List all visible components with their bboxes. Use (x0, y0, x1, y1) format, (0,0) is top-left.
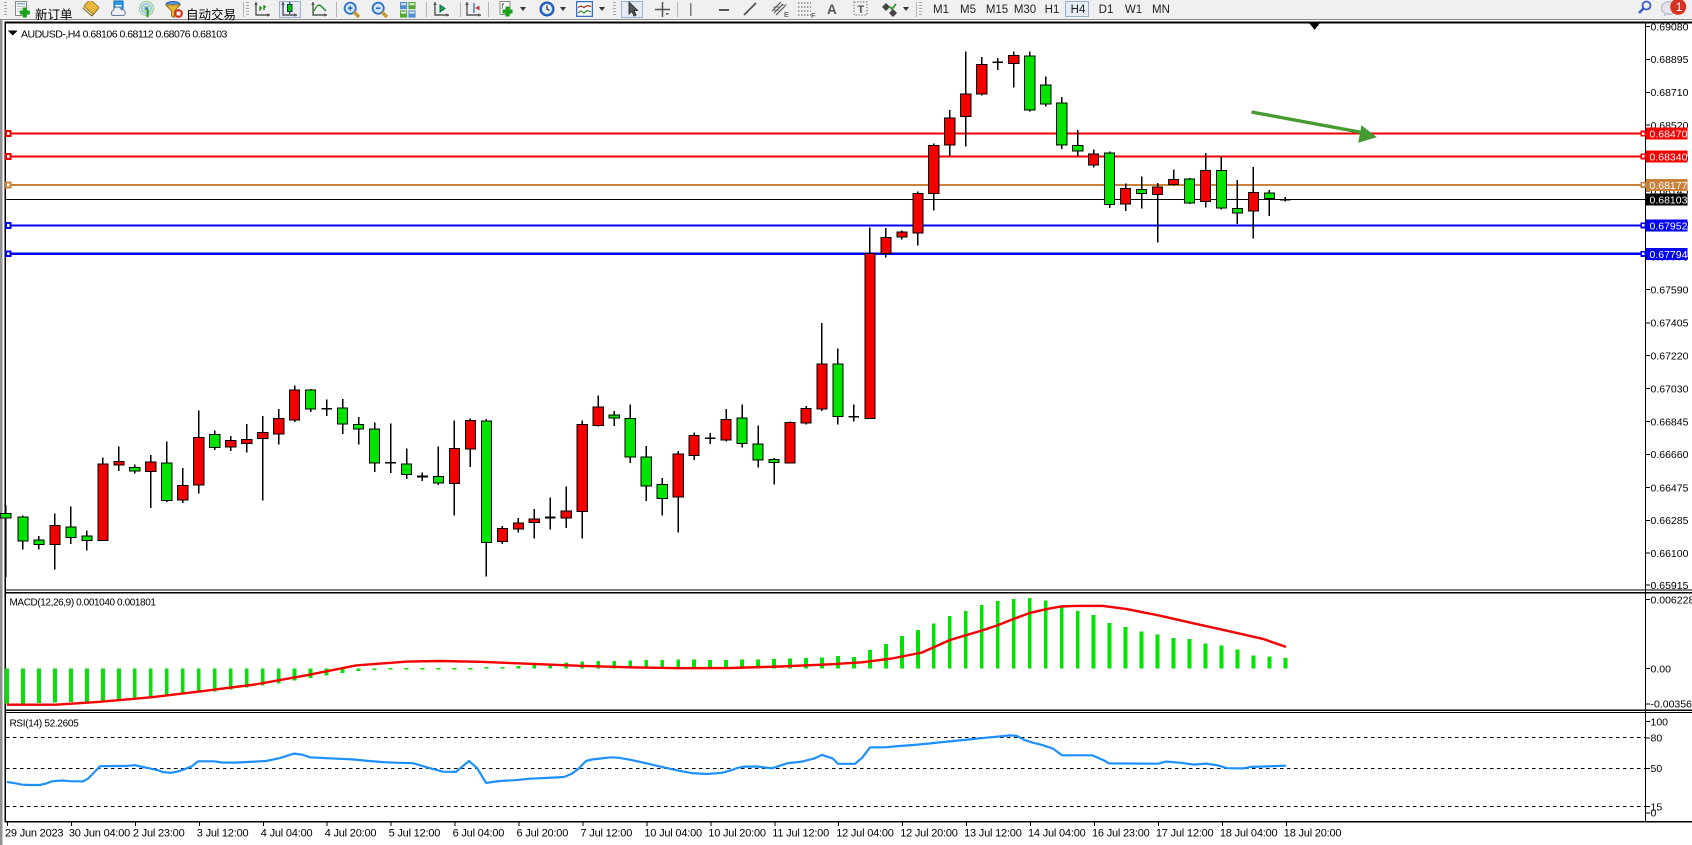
svg-text:0.68470: 0.68470 (1650, 129, 1688, 141)
svg-text:MACD(12,26,9) 0.001040 0.00180: MACD(12,26,9) 0.001040 0.001801 (10, 598, 157, 609)
svg-text:0.68710: 0.68710 (1651, 87, 1689, 99)
svg-text:0.65915: 0.65915 (1651, 580, 1689, 592)
svg-text:6 Jul 04:00: 6 Jul 04:00 (453, 827, 505, 839)
svg-text:2 Jul 23:00: 2 Jul 23:00 (133, 827, 185, 839)
svg-text:0.68177: 0.68177 (1650, 180, 1688, 192)
svg-text:10 Jul 20:00: 10 Jul 20:00 (708, 827, 766, 839)
svg-text:18 Jul 04:00: 18 Jul 04:00 (1220, 827, 1278, 839)
svg-text:AUDUSD-,H4 0.68106 0.68112 0.: AUDUSD-,H4 0.68106 0.68112 0.68076 0.681… (21, 29, 228, 41)
svg-text:15: 15 (1651, 801, 1663, 813)
svg-text:5 Jul 12:00: 5 Jul 12:00 (389, 827, 441, 839)
svg-text:13 Jul 12:00: 13 Jul 12:00 (964, 827, 1022, 839)
svg-text:18 Jul 20:00: 18 Jul 20:00 (1284, 827, 1342, 839)
svg-text:10 Jul 04:00: 10 Jul 04:00 (644, 827, 702, 839)
svg-text:0.68340: 0.68340 (1650, 151, 1688, 163)
svg-text:0.67405: 0.67405 (1651, 318, 1689, 330)
svg-text:0.67794: 0.67794 (1650, 249, 1688, 261)
svg-text:17 Jul 12:00: 17 Jul 12:00 (1156, 827, 1214, 839)
svg-text:12 Jul 04:00: 12 Jul 04:00 (836, 827, 894, 839)
svg-text:1: 1 (1676, 0, 1683, 14)
svg-text:4 Jul 04:00: 4 Jul 04:00 (261, 827, 313, 839)
svg-text:-0.003564: -0.003564 (1651, 699, 1692, 711)
svg-text:0.68103: 0.68103 (1650, 194, 1688, 206)
svg-text:0.66285: 0.66285 (1651, 515, 1689, 527)
svg-text:RSI(14) 52.2605: RSI(14) 52.2605 (10, 719, 80, 730)
svg-text:6 Jul 20:00: 6 Jul 20:00 (517, 827, 569, 839)
svg-text:0.66475: 0.66475 (1651, 482, 1689, 494)
svg-text:0.006228: 0.006228 (1651, 595, 1692, 607)
svg-text:0.67220: 0.67220 (1651, 350, 1689, 362)
svg-text:T: T (858, 4, 865, 16)
svg-text:12 Jul 20:00: 12 Jul 20:00 (900, 827, 958, 839)
svg-text:F: F (811, 11, 816, 18)
svg-text:0.00: 0.00 (1651, 663, 1672, 675)
svg-text:50: 50 (1651, 763, 1663, 775)
svg-text:80: 80 (1651, 733, 1663, 745)
svg-text:29 Jun 2023: 29 Jun 2023 (5, 827, 63, 839)
svg-text:0.69080: 0.69080 (1651, 21, 1689, 33)
svg-text:0.67590: 0.67590 (1651, 285, 1689, 297)
svg-text:16 Jul 23:00: 16 Jul 23:00 (1092, 827, 1150, 839)
svg-text:f: f (501, 2, 504, 11)
svg-text:0.67952: 0.67952 (1650, 220, 1688, 232)
svg-text:14 Jul 04:00: 14 Jul 04:00 (1028, 827, 1086, 839)
svg-text:E: E (784, 10, 789, 18)
svg-text:30 Jun 04:00: 30 Jun 04:00 (69, 827, 130, 839)
svg-text:7 Jul 12:00: 7 Jul 12:00 (581, 827, 633, 839)
svg-text:0: 0 (1651, 808, 1657, 820)
svg-text:3 Jul 12:00: 3 Jul 12:00 (197, 827, 249, 839)
svg-text:0.66845: 0.66845 (1651, 417, 1689, 429)
svg-text:4 Jul 20:00: 4 Jul 20:00 (325, 827, 377, 839)
svg-text:0.66100: 0.66100 (1651, 548, 1689, 560)
svg-text:0.67030: 0.67030 (1651, 383, 1689, 395)
svg-text:11 Jul 12:00: 11 Jul 12:00 (772, 827, 829, 839)
svg-text:0.66660: 0.66660 (1651, 449, 1689, 461)
svg-text:100: 100 (1651, 716, 1669, 728)
svg-text:0.68895: 0.68895 (1651, 54, 1689, 66)
